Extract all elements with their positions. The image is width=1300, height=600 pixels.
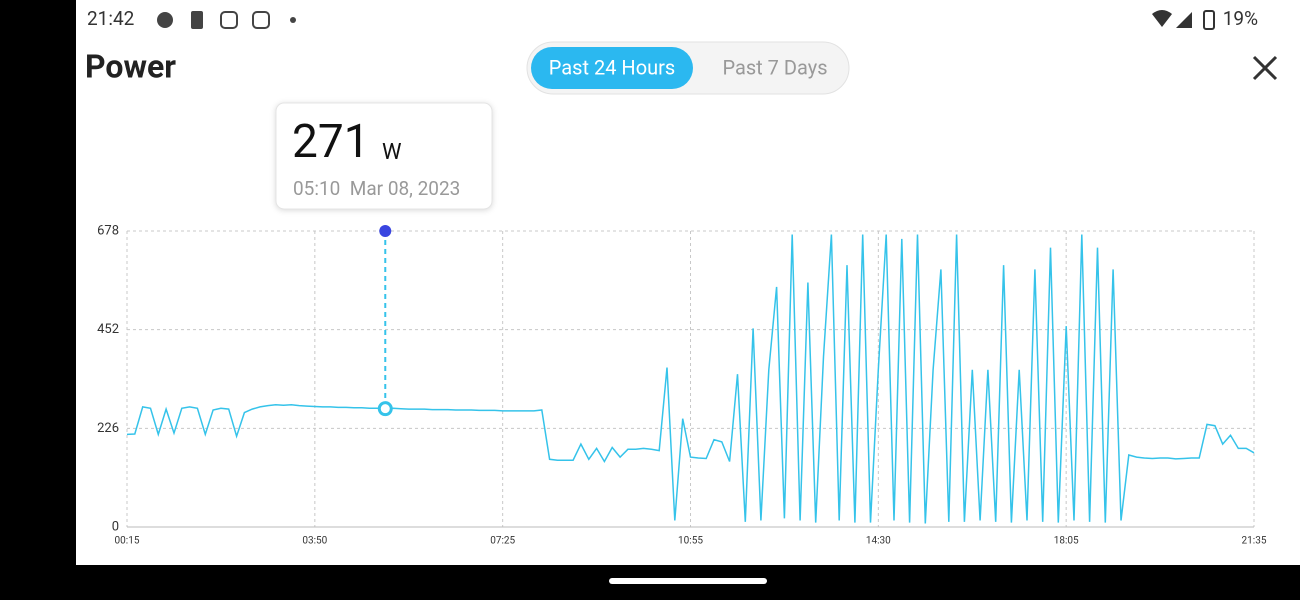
page-title: Power (85, 47, 176, 85)
icon (191, 11, 203, 29)
x-tick-label: 03:50 (302, 536, 327, 547)
close-button[interactable] (1252, 55, 1278, 81)
x-tick-label: 21:35 (1242, 536, 1267, 547)
wifi-icon (1152, 10, 1172, 27)
battery-icon (1203, 10, 1215, 30)
x-tick-label: 14:30 (866, 536, 891, 547)
x-tick-label: 10:55 (678, 536, 703, 547)
selected-point (377, 401, 393, 417)
signal-icon (1176, 12, 1192, 28)
y-tick-label: 226 (97, 421, 119, 436)
x-tick-label: 00:15 (115, 536, 140, 547)
y-tick-label: 0 (112, 519, 119, 534)
tooltip-value: 271 (292, 115, 370, 169)
icon (157, 12, 173, 28)
tooltip-unit: W (382, 140, 402, 165)
battery-level: 19% (1223, 7, 1258, 30)
x-tick-label: 07:25 (490, 536, 515, 547)
icon (252, 11, 270, 29)
tab[interactable]: Past 24 Hours (549, 55, 675, 79)
tooltip-time: 05:10 Mar 08, 2023 (293, 177, 460, 200)
status-time: 21:42 (87, 7, 134, 30)
selection-top-dot (379, 225, 392, 237)
y-tick-label: 678 (97, 223, 119, 238)
tooltip-card (275, 102, 493, 210)
icon (290, 17, 296, 23)
y-tick-label: 452 (97, 322, 119, 337)
power-line (126, 234, 1255, 524)
tab[interactable]: Past 7 Days (722, 55, 827, 79)
x-tick-label: 18:05 (1054, 536, 1079, 547)
icon (220, 11, 238, 29)
tab-active-bg (531, 47, 693, 89)
nav-handle[interactable] (609, 578, 767, 584)
